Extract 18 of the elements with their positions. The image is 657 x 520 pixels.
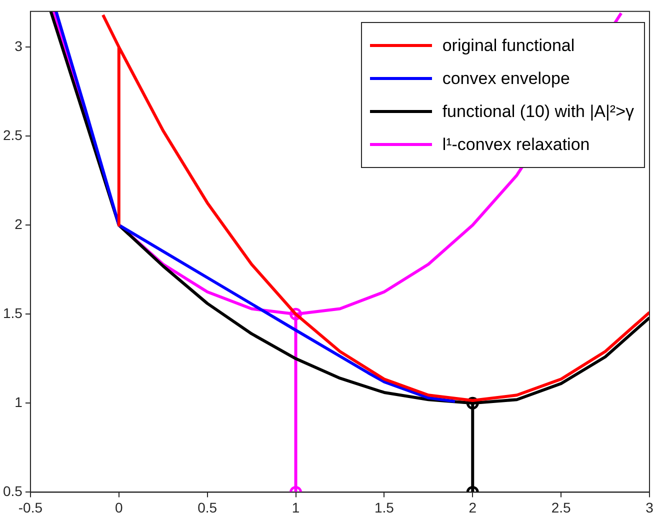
x-tick-label: -0.5 (18, 499, 43, 516)
legend-label: original functional (442, 36, 575, 56)
x-tick-label: 1 (292, 499, 300, 516)
y-tick-label: 2.5 (2, 126, 23, 143)
x-tick-label: 0.5 (198, 499, 218, 516)
x-tick-label: 2.5 (551, 499, 572, 516)
legend-label: convex envelope (442, 68, 570, 88)
y-tick-label: 2 (14, 216, 23, 232)
legend-label: functional (10) with |A|²>γ (442, 102, 634, 122)
y-tick-label: 0.5 (2, 483, 23, 500)
x-tick-label: 1.5 (374, 499, 394, 516)
x-tick-label: 2 (468, 499, 477, 516)
x-tick-label: 0 (114, 499, 123, 516)
y-tick-label: 1 (14, 394, 23, 410)
y-tick-label: 3 (14, 38, 23, 54)
x-tick-label: 3 (646, 499, 654, 516)
y-tick-label: 1.5 (2, 304, 23, 321)
legend-label: l¹-convex relaxation (442, 134, 590, 154)
